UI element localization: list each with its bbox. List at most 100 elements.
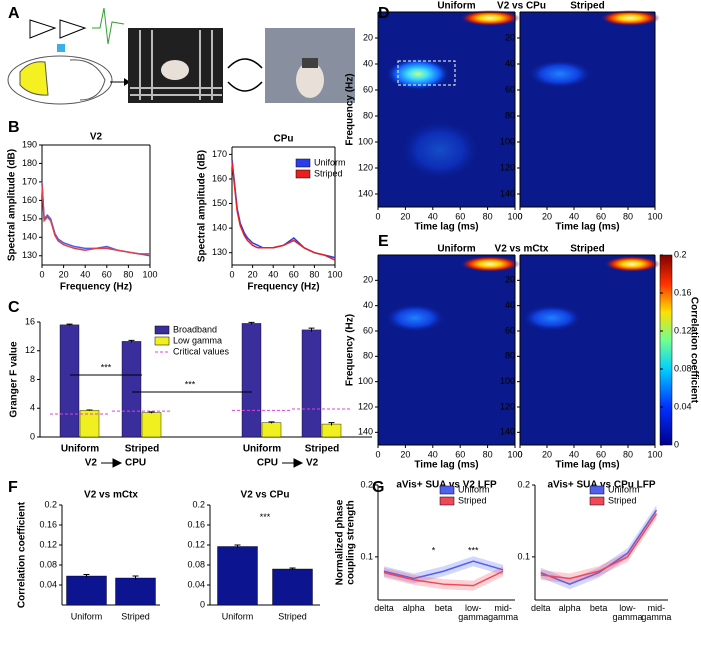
x-tick-label: 100 [647,449,662,459]
x-tick-label: 100 [647,211,662,221]
x-tick-label: delta [374,604,394,613]
error-bar [128,339,135,343]
bar [115,577,156,606]
panel-label: F [8,479,18,496]
x-tick-label: 20 [400,211,410,221]
error-bar [83,574,90,578]
panel-title: Striped [570,244,604,255]
legend-label: Uniform [458,484,490,494]
y-axis-label: Granger F value [9,341,20,418]
legend-swatch [439,496,455,506]
y-tick-label: 80 [363,110,373,120]
x-tick-label-box: low-gamma [613,604,643,622]
colorbar-tick-label: 0.2 [674,249,687,259]
y-tick-label: 120 [358,401,373,411]
x-tick-label: 20 [400,449,410,459]
y-tick-label: 20 [363,32,373,42]
x-tick-label: 40 [569,449,579,459]
legend-swatch [589,485,605,495]
group-label: V2 [85,458,98,469]
x-tick-label: 0 [517,449,522,459]
x-tick-label: 0 [375,449,380,459]
y-tick-label: 100 [500,376,515,386]
panel-label: B [8,119,20,136]
legend-label: Striped [608,495,637,505]
y-tick-label: 140 [358,188,373,198]
y-tick-label: 160 [212,173,227,183]
y-tick-label: 100 [500,136,515,146]
y-tick-label: 0.1 [360,551,373,561]
y-tick-label: 190 [22,139,37,149]
x-tick-label-box: mid-gamma [488,604,518,622]
panel-label: D [378,5,390,22]
chart-title: CPu [274,134,294,145]
x-tick-label: beta [589,604,608,613]
significance: *** [185,379,196,389]
legend-swatch [295,158,311,168]
error-band [540,508,657,584]
bar [141,412,162,438]
y-tick-label: 0.08 [187,559,205,569]
y-axis-label: Spectral amplitude (dB) [7,149,18,261]
group-label: CPU [125,458,146,469]
y-axis-label: coupling strength [346,500,357,584]
y-axis-label: Frequency (Hz) [345,73,356,145]
y-tick-label: 60 [505,325,515,335]
error-bar [234,544,241,548]
x-tick-label: 40 [268,269,278,279]
y-tick-label: 120 [500,162,515,172]
x-tick-label: 80 [623,211,633,221]
chart-title: V2 vs CPu [497,1,546,12]
y-tick-label: 20 [505,275,515,285]
error-band [383,556,504,584]
y-tick-label: 80 [363,351,373,361]
y-axis-label: Normalized phase [335,499,346,585]
data-line [231,161,336,261]
x-tick-label: 60 [102,269,112,279]
error-bar [132,575,139,580]
x-tick-label: Uniform [222,611,254,621]
x-tick-label: 40 [428,211,438,221]
chart-title: V2 vs mCtx [84,490,138,501]
legend-swatch [154,336,170,346]
y-tick-label: 20 [505,32,515,42]
y-tick-label: 4 [30,403,35,413]
bar [66,575,107,606]
bar [217,546,258,606]
x-tick-label: low-gamma [458,604,489,622]
colorbar-label: Correlation coefficient [688,297,699,404]
chart-title: V2 vs CPu [241,490,290,501]
legend-label: Uniform [314,157,346,167]
panel-title: Uniform [437,1,475,12]
x-tick-label: 100 [507,211,522,221]
y-tick-label: 0.12 [39,539,57,549]
legend-label: Uniform [608,484,640,494]
bar [272,568,313,606]
y-axis-label: Frequency (Hz) [345,314,356,386]
x-tick-label: 0 [39,269,44,279]
chart-title: aVis+ SUA vs V2 LFP [396,480,497,491]
y-tick-label: 140 [358,427,373,437]
y-tick-label: 0 [30,431,35,441]
x-tick-label-box: delta [531,604,551,613]
x-tick-label-box: low-gamma [458,604,489,622]
colorbar-tick-label: 0.04 [674,401,692,411]
y-tick-label: 130 [22,250,37,260]
y-axis-label: Spectral amplitude (dB) [197,150,208,262]
y-tick-label: 0 [200,599,205,609]
x-tick-label: 20 [248,269,258,279]
y-tick-label: 16 [25,316,35,326]
y-tick-label: 0.16 [39,519,57,529]
x-tick-label: alpha [402,604,425,613]
y-tick-label: 40 [505,300,515,310]
x-tick-label: 100 [327,269,342,279]
legend-label: Striped [314,168,343,178]
y-tick-label: 40 [363,58,373,68]
y-tick-label: 0.08 [39,559,57,569]
x-tick-label: beta [434,604,453,613]
chart-title: aVis+ SUA vs CPu LFP [547,480,655,491]
x-tick-label: 100 [142,269,157,279]
legend-label: Broadband [173,324,217,334]
y-tick-label: 0.04 [187,579,205,589]
